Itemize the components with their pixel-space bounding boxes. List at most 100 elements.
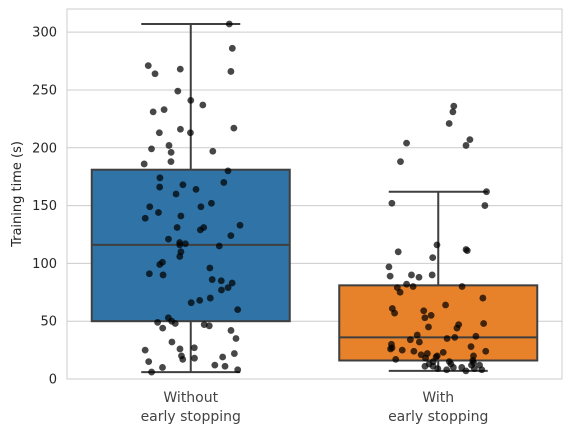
data-point bbox=[151, 70, 159, 78]
data-point bbox=[466, 136, 474, 144]
data-point bbox=[181, 240, 189, 248]
data-point bbox=[206, 264, 214, 272]
data-point bbox=[415, 338, 423, 346]
x-tick-labels: Without early stopping With early stopping bbox=[141, 390, 489, 425]
y-tick-100: 100 bbox=[32, 257, 57, 272]
data-point bbox=[394, 248, 402, 256]
data-point bbox=[145, 270, 153, 278]
data-point bbox=[449, 108, 457, 116]
data-point bbox=[167, 148, 175, 156]
data-point bbox=[187, 299, 195, 307]
data-point bbox=[398, 346, 406, 354]
data-point bbox=[165, 235, 172, 243]
data-point bbox=[144, 62, 152, 70]
data-point bbox=[483, 188, 490, 196]
data-point bbox=[218, 286, 225, 294]
data-point bbox=[449, 364, 457, 371]
data-point bbox=[410, 347, 418, 355]
data-point bbox=[397, 158, 404, 166]
data-point bbox=[443, 335, 451, 342]
data-point bbox=[453, 324, 461, 332]
x-tick-1-line1: With bbox=[422, 390, 454, 406]
data-point bbox=[149, 108, 157, 116]
data-point bbox=[156, 261, 164, 268]
data-point bbox=[232, 335, 240, 342]
data-point bbox=[422, 354, 429, 362]
data-point bbox=[439, 349, 447, 356]
data-point bbox=[467, 343, 475, 351]
data-point bbox=[396, 288, 404, 296]
data-point bbox=[385, 263, 393, 271]
data-point bbox=[220, 179, 228, 186]
data-point bbox=[187, 96, 195, 104]
data-point bbox=[148, 368, 155, 376]
y-tick-200: 200 bbox=[32, 141, 57, 156]
data-point bbox=[211, 361, 219, 369]
box-0 bbox=[90, 23, 291, 374]
data-point bbox=[159, 364, 166, 371]
data-point bbox=[442, 301, 449, 309]
data-point bbox=[165, 142, 173, 149]
data-point bbox=[429, 254, 437, 261]
data-point bbox=[470, 365, 478, 372]
data-point bbox=[445, 120, 453, 127]
data-point bbox=[230, 124, 238, 132]
data-point bbox=[176, 241, 184, 249]
data-point bbox=[227, 68, 235, 75]
data-point bbox=[409, 283, 417, 290]
data-point bbox=[141, 346, 149, 354]
data-point bbox=[177, 125, 184, 133]
data-point bbox=[462, 142, 470, 149]
data-point bbox=[154, 318, 162, 326]
data-point bbox=[160, 106, 168, 113]
data-point bbox=[425, 323, 432, 331]
data-point bbox=[173, 224, 181, 231]
data-point bbox=[225, 20, 233, 28]
box-layer bbox=[90, 23, 539, 374]
data-point bbox=[168, 338, 176, 346]
strip-points-layer bbox=[140, 20, 490, 376]
data-point bbox=[462, 367, 470, 375]
data-point bbox=[141, 214, 149, 222]
data-point bbox=[413, 331, 421, 339]
x-tick-1-line2: early stopping bbox=[388, 409, 488, 425]
y-tick-labels: 0 50 100 150 200 250 300 bbox=[32, 26, 57, 388]
data-point bbox=[145, 358, 153, 366]
data-point bbox=[479, 294, 487, 302]
data-point bbox=[478, 366, 486, 374]
iqr-box bbox=[338, 284, 539, 362]
data-point bbox=[482, 347, 490, 355]
data-point bbox=[421, 314, 429, 322]
data-point bbox=[221, 362, 229, 370]
data-point bbox=[450, 102, 458, 110]
y-tick-300: 300 bbox=[32, 26, 57, 41]
data-point bbox=[146, 203, 154, 211]
data-point bbox=[386, 272, 394, 280]
data-point bbox=[187, 129, 194, 137]
data-point bbox=[421, 362, 429, 370]
data-point bbox=[190, 344, 198, 352]
data-point bbox=[174, 87, 182, 95]
data-point bbox=[217, 277, 225, 285]
data-point bbox=[434, 365, 442, 372]
data-point bbox=[227, 327, 235, 334]
data-point bbox=[481, 202, 489, 209]
data-point bbox=[234, 366, 242, 374]
data-point bbox=[472, 332, 480, 340]
x-tick-0-line2: early stopping bbox=[141, 409, 241, 425]
data-point bbox=[387, 345, 394, 353]
data-point bbox=[206, 294, 214, 302]
data-point bbox=[140, 160, 148, 168]
data-point bbox=[403, 280, 411, 288]
data-point bbox=[200, 321, 208, 329]
data-point bbox=[403, 139, 410, 147]
data-point bbox=[433, 241, 441, 249]
data-point bbox=[159, 271, 167, 279]
data-point bbox=[234, 306, 242, 314]
data-point bbox=[227, 232, 235, 240]
data-point bbox=[192, 185, 200, 193]
data-point bbox=[480, 320, 488, 327]
data-point bbox=[427, 312, 435, 319]
data-point bbox=[209, 147, 217, 155]
data-point bbox=[155, 129, 163, 137]
